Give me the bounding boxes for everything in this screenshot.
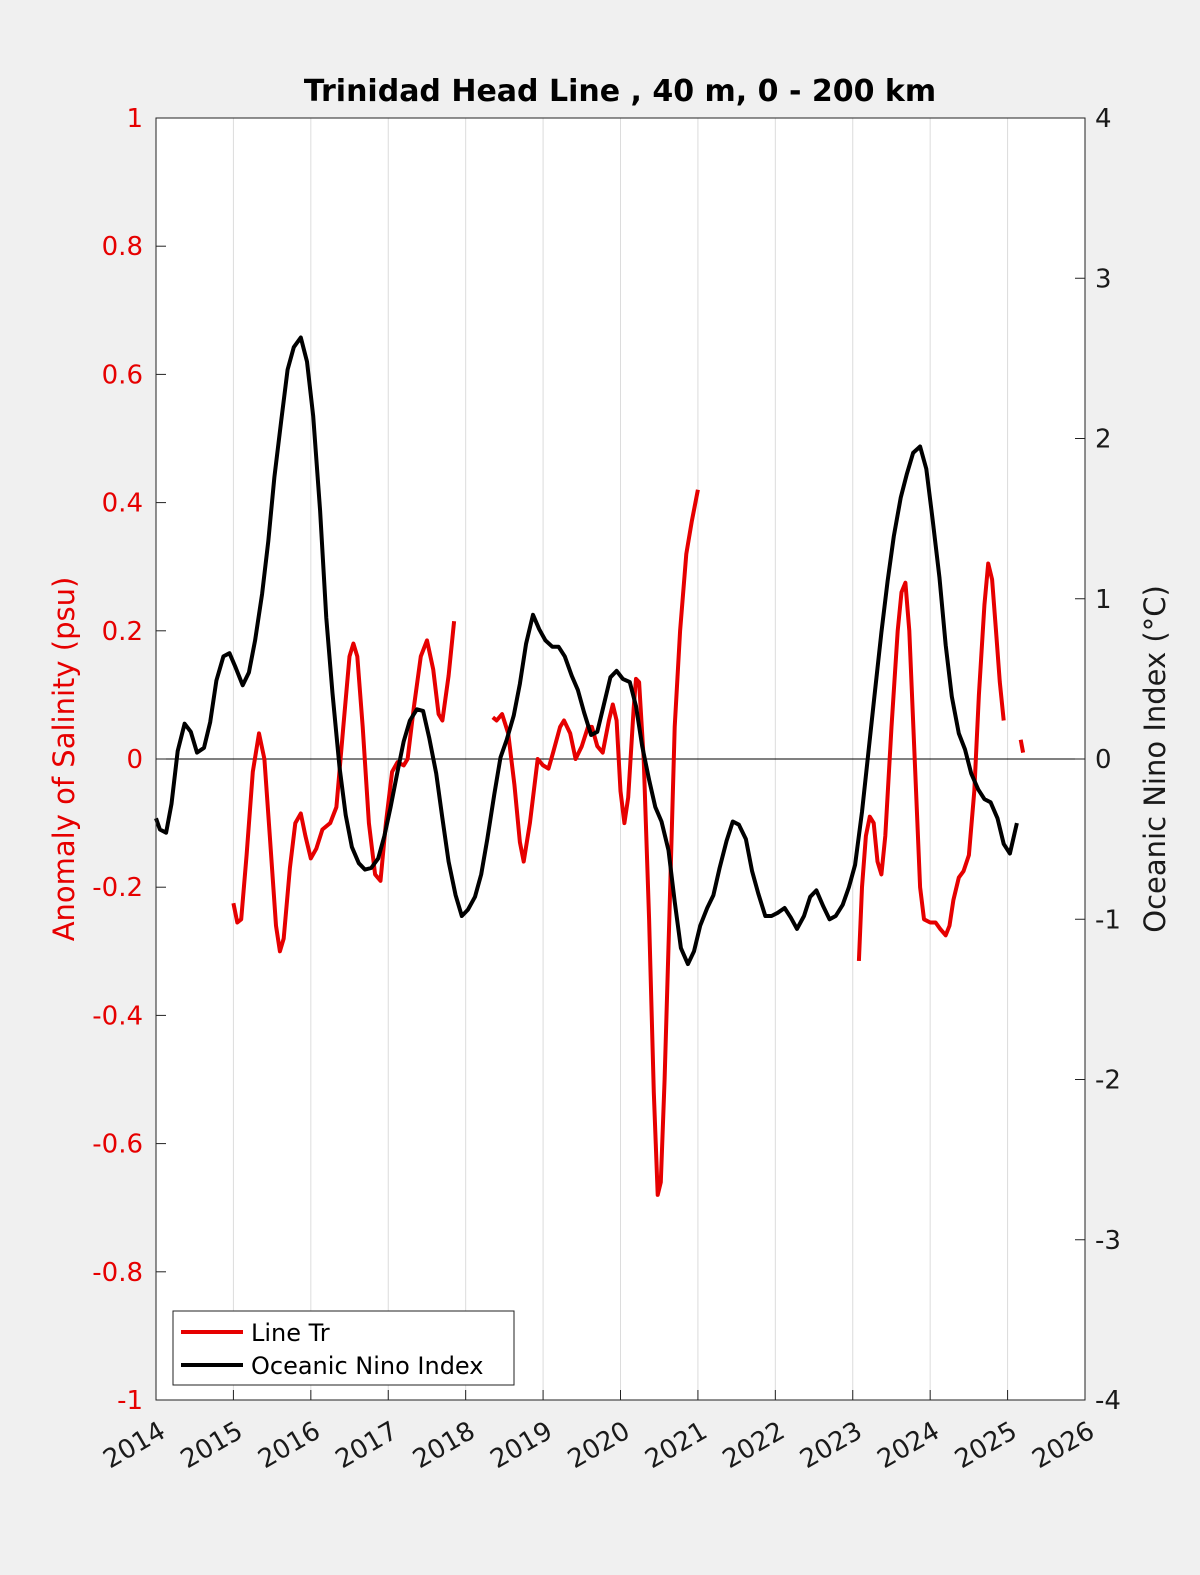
- y-left-tick-label-7: -0.4: [92, 1001, 143, 1031]
- x-tick-label-2014: 2014: [98, 1416, 170, 1475]
- y-axis-label-right: Oceanic Nino Index (°C): [1138, 585, 1172, 933]
- series-0-line-segment-1: [491, 489, 700, 1197]
- y-right-tick-label-4: 0: [1095, 745, 1112, 775]
- y-right-tick-label-1: 3: [1095, 264, 1112, 294]
- legend-box: [172, 1310, 515, 1386]
- legend: Line Tr Oceanic Nino Index: [172, 1310, 515, 1386]
- chart-title: Trinidad Head Line , 40 m, 0 - 200 km: [304, 74, 936, 109]
- y-right-tick-label-0: 4: [1095, 104, 1112, 134]
- x-tick-label-2018: 2018: [408, 1416, 480, 1475]
- series-0-line-segment-3: [1018, 739, 1026, 753]
- y-left-tick-label-5: 0: [126, 745, 143, 775]
- y-left-tick-label-3: 0.4: [102, 489, 143, 519]
- legend-label-line-tr: Line Tr: [251, 1319, 330, 1347]
- x-tick-label-2025: 2025: [950, 1416, 1022, 1475]
- y-right-tick-label-8: -4: [1095, 1386, 1121, 1416]
- x-tick-label-2022: 2022: [718, 1416, 790, 1475]
- x-tick-label-2023: 2023: [795, 1416, 867, 1475]
- series-0-line-segment-0: [231, 620, 457, 954]
- y-left-tick-label-10: -1: [117, 1386, 143, 1416]
- x-tick-label-2017: 2017: [331, 1416, 403, 1475]
- y-left-tick-label-0: 1: [126, 104, 143, 134]
- x-tick-label-2015: 2015: [176, 1416, 248, 1475]
- y-left-tick-label-9: -0.8: [92, 1258, 143, 1288]
- x-tick-label-2016: 2016: [253, 1416, 325, 1475]
- y-left-tick-label-4: 0.2: [102, 617, 143, 647]
- x-tick-label-2019: 2019: [485, 1416, 557, 1475]
- y-left-tick-label-6: -0.2: [92, 873, 143, 903]
- y-left-tick-label-8: -0.6: [92, 1130, 143, 1160]
- legend-label-oni: Oceanic Nino Index: [251, 1352, 483, 1380]
- x-tick-label-2020: 2020: [563, 1416, 635, 1475]
- y-right-tick-label-2: 2: [1095, 425, 1112, 455]
- series-layer: [154, 335, 1026, 1197]
- y-right-tick-label-7: -3: [1095, 1226, 1121, 1256]
- y-left-tick-label-1: 0.8: [102, 232, 143, 262]
- series-1-line-segment-0: [154, 335, 1019, 967]
- y-right-tick-label-6: -2: [1095, 1066, 1121, 1096]
- x-tick-label-2026: 2026: [1027, 1416, 1099, 1475]
- x-tick-label-2021: 2021: [640, 1416, 712, 1475]
- y-right-tick-label-3: 1: [1095, 585, 1112, 615]
- x-tick-label-2024: 2024: [873, 1416, 945, 1475]
- y-right-tick-label-5: -1: [1095, 905, 1121, 935]
- y-axis-label-left: Anomaly of Salinity (psu): [47, 577, 81, 942]
- y-left-tick-label-2: 0.6: [102, 360, 143, 390]
- series-0-line-segment-2: [856, 561, 1006, 961]
